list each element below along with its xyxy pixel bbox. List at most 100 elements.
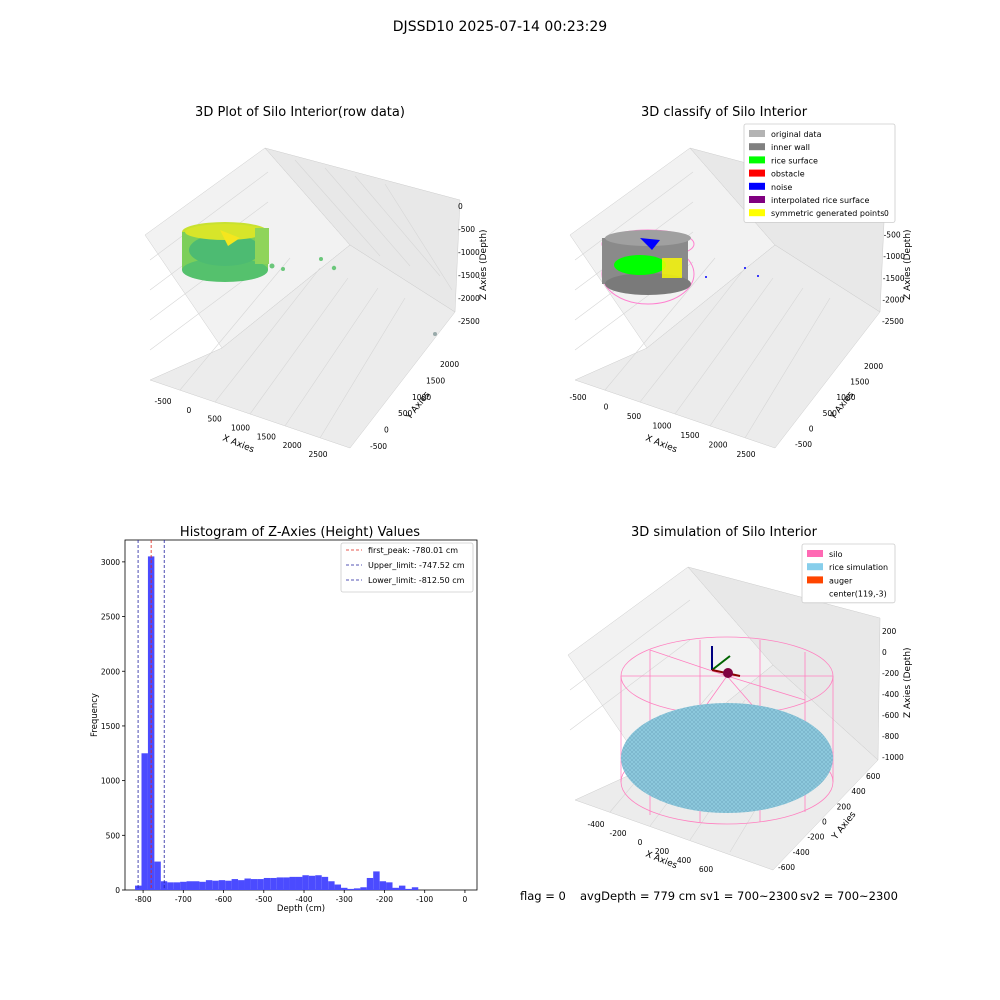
tick-label: 1500 xyxy=(850,378,869,387)
histogram-bar xyxy=(257,879,264,890)
legend-swatch xyxy=(807,563,823,571)
legend-label: rice simulation xyxy=(829,563,888,572)
histogram-bar xyxy=(334,884,342,890)
tick-label: 1000 xyxy=(836,393,855,402)
legend: silo rice simulation auger center(119,-3) xyxy=(801,543,896,604)
legend-frame xyxy=(340,542,474,593)
legend-swatch xyxy=(749,143,765,151)
tick-label: 0 xyxy=(809,424,814,433)
classified-point-cloud xyxy=(601,229,759,305)
legend-label: original data xyxy=(771,130,822,139)
legend-swatch xyxy=(749,209,765,217)
y-axis-label: Y Axies xyxy=(830,810,859,843)
panel-classify: 3D classify of Silo Interior original da… xyxy=(569,105,913,459)
x-tick-labels: -500 0 500 1000 1500 2000 2500 xyxy=(154,397,327,459)
histogram-bar xyxy=(231,879,239,890)
silo-point-cloud xyxy=(182,222,269,282)
pane-floor xyxy=(574,244,881,449)
histogram-bar xyxy=(328,881,335,890)
reference-lines xyxy=(137,540,165,890)
legend-label: Upper_limit: -747.52 cm xyxy=(368,561,465,570)
tick-label: 0 xyxy=(463,895,468,904)
histogram-bar xyxy=(173,882,181,890)
histogram-bar xyxy=(302,875,309,890)
panel-simulation: 3D simulation of Silo Interior silo rice … xyxy=(567,525,913,874)
tick-label: -500 xyxy=(569,393,586,402)
legend-label: first_peak: -780.01 cm xyxy=(368,546,458,555)
panel-title: Histogram of Z-Axies (Height) Values xyxy=(180,525,420,540)
tick-label: -2500 xyxy=(882,317,904,326)
histogram-bar xyxy=(212,880,219,890)
legend-swatch xyxy=(749,156,765,164)
tick-label: 1500 xyxy=(426,376,445,385)
histogram-bar xyxy=(180,881,187,890)
histogram-bar xyxy=(218,880,226,890)
legend-label: rice surface xyxy=(771,156,818,165)
histogram-bar xyxy=(366,877,374,890)
tick-label: 0 xyxy=(884,209,889,218)
tick-label: -1500 xyxy=(458,271,480,280)
legend-label: noise xyxy=(771,183,792,192)
tick-label: -300 xyxy=(336,895,353,904)
tick-label: 1500 xyxy=(680,431,699,440)
legend: first_peak: -780.01 cm Upper_limit: -747.… xyxy=(340,542,474,593)
panel-histogram: Histogram of Z-Axies (Height) Values -80… xyxy=(90,525,478,914)
histogram-bar xyxy=(341,887,348,890)
tick-label: 500 xyxy=(627,412,642,421)
histogram-bar xyxy=(289,876,296,890)
tick-label: -500 xyxy=(255,895,272,904)
tick-label: 0 xyxy=(186,406,191,415)
tick-label: -600 xyxy=(215,895,232,904)
histogram-bar xyxy=(360,887,367,890)
tick-label: -500 xyxy=(370,442,387,451)
tick-label: 0 xyxy=(882,648,887,657)
tick-label: 2500 xyxy=(736,450,755,459)
z-axis-label: Z Axies (Depth) xyxy=(479,229,489,300)
status-sv1: sv1 = 700~2300 xyxy=(700,889,798,903)
z-tick-labels: 0 -500 -1000 -1500 -2000 -2500 xyxy=(882,209,905,326)
tick-label: -200 xyxy=(376,895,393,904)
tick-label: 0 xyxy=(384,426,389,435)
legend-frame xyxy=(743,123,896,223)
panel-title: 3D Plot of Silo Interior(row data) xyxy=(195,105,405,120)
tick-label: 400 xyxy=(677,856,692,865)
histogram-bar xyxy=(276,877,284,890)
histogram-bar xyxy=(154,861,161,890)
legend-label: symmetric generated points xyxy=(771,209,884,218)
legend-swatch xyxy=(749,130,765,137)
tick-label: 1000 xyxy=(412,393,431,402)
pane-floor xyxy=(149,244,456,449)
tick-label: 200 xyxy=(882,627,897,636)
histogram-bar xyxy=(244,878,251,890)
plot-area xyxy=(124,539,478,891)
tick-label: -200 xyxy=(882,669,899,678)
y-axis-label: Frequency xyxy=(90,693,100,737)
histogram-bar xyxy=(141,753,148,890)
histogram-bar xyxy=(321,876,329,890)
status-avg-depth: avgDepth = 779 cm xyxy=(580,889,697,903)
tick-label: 500 xyxy=(208,415,223,424)
legend: original data inner wall rice surface obsta… xyxy=(743,123,896,223)
tick-label: -1500 xyxy=(883,274,905,283)
tick-label: 2500 xyxy=(308,450,327,459)
tick-label: -2000 xyxy=(458,294,480,303)
z-tick-labels: 0 -500 -1000 -1500 -2000 -2500 xyxy=(458,202,480,326)
status-sv2: sv2 = 700~2300 xyxy=(800,889,898,903)
histogram-bar xyxy=(283,877,290,890)
outlier-points xyxy=(269,257,437,336)
tick-label: 0 xyxy=(458,202,463,211)
tick-label: 500 xyxy=(398,409,413,418)
legend-swatch xyxy=(807,589,823,597)
tick-label: -500 xyxy=(458,225,475,234)
tick-label: 2000 xyxy=(101,667,120,676)
status-flag: flag = 0 xyxy=(520,889,566,903)
tick-label: 3000 xyxy=(101,558,120,567)
tick-label: 1500 xyxy=(101,722,120,731)
tick-label: -400 xyxy=(587,820,604,829)
legend-frame xyxy=(801,543,896,604)
tick-label: 2500 xyxy=(101,613,120,622)
histogram-bar xyxy=(315,875,322,890)
tick-label: 600 xyxy=(699,865,714,874)
